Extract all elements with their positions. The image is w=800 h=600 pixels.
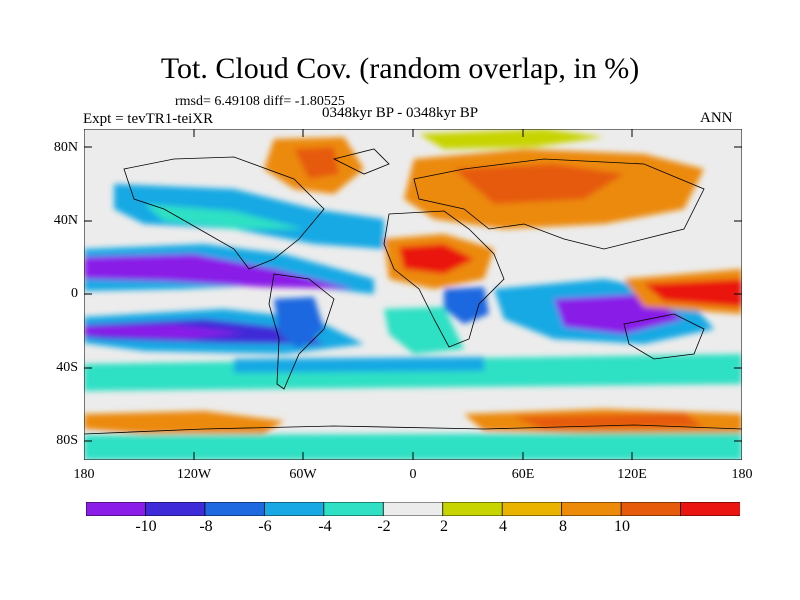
colorbar-segment bbox=[204, 502, 266, 516]
colorbar-tick-label: 8 bbox=[559, 518, 567, 535]
colorbar-tick-label: -2 bbox=[377, 518, 391, 535]
lon-tick-label: 180 bbox=[73, 467, 95, 482]
anomaly-field bbox=[84, 129, 742, 460]
colorbar-segment bbox=[263, 502, 325, 516]
lon-tick-label: 180 bbox=[731, 467, 753, 482]
lon-tick-label: 0 bbox=[409, 467, 417, 482]
colorbar-segment bbox=[620, 502, 682, 516]
colorbar-segment bbox=[561, 502, 622, 516]
colorbar-segment bbox=[501, 502, 563, 516]
lat-tick-label: 0 bbox=[71, 286, 78, 301]
lon-tick-label: 120W bbox=[176, 467, 212, 482]
stats-line: rmsd= 6.49108 diff= -1.80525 bbox=[175, 94, 345, 109]
period-label: 0348kyr BP - 0348kyr BP bbox=[322, 105, 479, 121]
colorbar-tick-label: -10 bbox=[135, 518, 157, 535]
lon-tick-label: 60E bbox=[511, 467, 535, 482]
season-label: ANN bbox=[700, 110, 733, 126]
experiment-label: Expt = tevTR1-teiXR bbox=[83, 111, 214, 127]
lat-tick-label: 40N bbox=[53, 213, 78, 228]
lon-tick-label: 120E bbox=[617, 467, 647, 482]
colorbar-segment bbox=[382, 502, 444, 516]
colorbar-tick-label: -4 bbox=[318, 518, 332, 535]
colorbar-segment bbox=[145, 502, 206, 516]
map-panel bbox=[84, 129, 742, 460]
lon-tick-label: 60W bbox=[289, 467, 317, 482]
colorbar-tick-label: 10 bbox=[614, 518, 630, 535]
coastlines bbox=[84, 148, 742, 435]
lat-tick-label: 40S bbox=[56, 360, 78, 375]
colorbar-tick-label: -8 bbox=[199, 518, 213, 535]
lat-tick-label: 80S bbox=[56, 433, 78, 448]
colorbar-tick-label: 2 bbox=[440, 518, 448, 535]
colorbar-segment bbox=[86, 502, 147, 516]
tick-marks bbox=[84, 129, 742, 460]
colorbar-segment bbox=[442, 502, 504, 516]
colorbar-tick-label: -6 bbox=[258, 518, 272, 535]
colorbar-segment bbox=[680, 502, 740, 516]
colorbar-segment bbox=[323, 502, 385, 516]
lat-tick-label: 80N bbox=[53, 140, 78, 155]
colorbar-tick-label: 4 bbox=[499, 518, 507, 535]
plot-title: Tot. Cloud Cov. (random overlap, in %) bbox=[160, 52, 640, 85]
colorbar bbox=[86, 502, 740, 516]
